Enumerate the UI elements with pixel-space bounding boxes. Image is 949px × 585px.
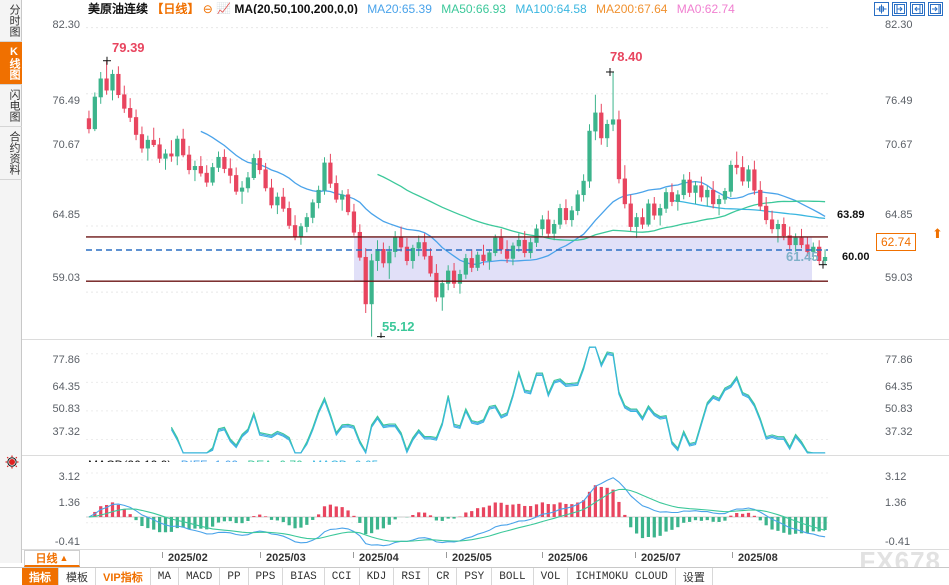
rsi-line-svg <box>86 346 828 455</box>
toolbar-item-vol[interactable]: VOL <box>534 568 569 585</box>
toolbar-item-模板[interactable]: 模板 <box>59 568 96 585</box>
toolbar-item-psy[interactable]: PSY <box>457 568 493 585</box>
toolbar-item-cr[interactable]: CR <box>429 568 458 585</box>
price-candlestick-svg <box>86 27 828 341</box>
macd-tick-left-1: 1.36 <box>58 497 80 509</box>
price-tick-right-2: 70.67 <box>885 139 913 151</box>
toolbar-item-macd[interactable]: MACD <box>179 568 221 585</box>
sidebar-item-label: 分时图 <box>8 4 20 37</box>
price-chart-plot[interactable] <box>86 14 828 341</box>
swing-low-label: 55.12 <box>382 319 415 334</box>
panel-divider-rsi <box>22 339 949 340</box>
toolbar-item-cci[interactable]: CCI <box>325 568 360 585</box>
period-selector-label: 日线 <box>35 553 58 565</box>
sidebar-item-label: 合约资料 <box>8 131 20 175</box>
symbol-name: 美原油连续 <box>88 2 149 16</box>
macd-tick-right-0: 3.12 <box>885 471 907 483</box>
rsi-tick-left-3: 37.32 <box>52 426 80 438</box>
date-axis: 2025/02 2025/03 2025/04 2025/05 2025/06 2025/… <box>22 549 949 567</box>
price-tick-right-1: 76.49 <box>885 95 913 107</box>
rsi-tick-right-0: 77.86 <box>885 354 913 366</box>
price-tick-left-1: 76.49 <box>52 95 80 107</box>
price-tick-left-4: 59.03 <box>52 272 80 284</box>
toolbar-item-设置[interactable]: 设置 <box>676 568 713 585</box>
sidebar-item-lightning[interactable]: 闪电图 <box>0 85 22 127</box>
toolbar-item-指标[interactable]: 指标 <box>22 568 59 585</box>
date-tick: 2025/04 <box>353 552 399 564</box>
toolbar-item-pp[interactable]: PP <box>220 568 249 585</box>
price-tick-left-3: 64.85 <box>52 209 80 221</box>
indicator-toolbar: 指标 模板 VIP指标 MA MACD PP PPS BIAS CCI KDJ RSI CR PSY BO… <box>0 567 949 585</box>
zoom-left-icon[interactable] <box>892 2 907 16</box>
sidebar-item-kline[interactable]: K线图 <box>0 42 22 85</box>
price-tick-left-0: 82.30 <box>52 19 80 31</box>
toolbar-item-rsi[interactable]: RSI <box>394 568 430 585</box>
toolbar-item-vip指标[interactable]: VIP指标 <box>96 568 151 585</box>
period-selector-button[interactable]: 日线 ▲ <box>24 550 80 567</box>
macd-tick-right-1: 1.36 <box>885 497 907 509</box>
sidebar-item-contract[interactable]: 合约资料 <box>0 127 22 180</box>
brightness-icon[interactable] <box>5 455 19 469</box>
price-tick-left-2: 70.67 <box>52 139 80 151</box>
main-chart-legend: 美原油连续 【日线】 ⊖ 📈 MA(20,50,100,200,0,0) MA2… <box>88 2 735 16</box>
left-sidebar: 分时图 K线图 闪电图 合约资料 <box>0 0 22 563</box>
rsi-tick-left-2: 50.83 <box>52 403 80 415</box>
macd-tick-right-2: -0.41 <box>885 536 911 548</box>
rsi-tick-left-0: 77.86 <box>52 354 80 366</box>
ma20-value: MA20:65.39 <box>367 2 432 16</box>
collapse-icon[interactable]: ⊖ <box>202 2 213 16</box>
toolbar-item-pps[interactable]: PPS <box>249 568 284 585</box>
macd-tick-left-2: -0.41 <box>54 536 80 548</box>
current-price-tag: 62.74 <box>876 233 917 251</box>
ma0-value: MA0:62.74 <box>676 2 735 16</box>
swing-high-label: 79.39 <box>112 40 145 55</box>
ma-indicator-icon[interactable]: 📈 <box>216 2 232 16</box>
macd-plot[interactable] <box>86 462 828 548</box>
price-tick-right-3: 64.85 <box>885 209 913 221</box>
date-tick: 2025/02 <box>162 552 208 564</box>
date-tick: 2025/05 <box>446 552 492 564</box>
zoom-right-icon[interactable] <box>910 2 925 16</box>
ma100-value: MA100:64.58 <box>515 2 587 16</box>
macd-histogram-svg <box>86 472 828 547</box>
chevron-up-icon: ▲ <box>59 553 69 563</box>
toolbar-item-ma[interactable]: MA <box>151 568 179 585</box>
sidebar-item-timeshare[interactable]: 分时图 <box>0 0 22 42</box>
last-price-label: 61.45 <box>786 249 819 264</box>
rsi-plot[interactable] <box>86 345 828 455</box>
rsi-tick-right-1: 64.35 <box>885 381 913 393</box>
panel-divider-macd <box>22 455 949 456</box>
ma-indicator-title: MA(20,50,100,200,0,0) <box>234 2 358 16</box>
resistance-level-label: 63.89 <box>836 209 866 221</box>
sidebar-item-label: 闪电图 <box>8 89 20 122</box>
price-tag-arrow-icon: ⬆ <box>932 226 943 241</box>
chart-toolbar <box>874 2 943 16</box>
date-tick: 2025/08 <box>732 552 778 564</box>
crosshair-icon[interactable] <box>874 2 889 16</box>
toolbar-filler <box>713 568 949 585</box>
sidebar-item-label: K线图 <box>8 46 20 80</box>
toolbar-item-boll[interactable]: BOLL <box>492 568 534 585</box>
toolbar-item-ichimoku-cloud[interactable]: ICHIMOKU CLOUD <box>568 568 676 585</box>
ma200-value: MA200:67.64 <box>596 2 668 16</box>
period-label: 【日线】 <box>151 2 200 16</box>
toolbar-item-kdj[interactable]: KDJ <box>360 568 395 585</box>
price-tick-right-4: 59.03 <box>885 272 913 284</box>
rsi-tick-right-3: 37.32 <box>885 426 913 438</box>
date-tick: 2025/07 <box>635 552 681 564</box>
secondary-high-label: 78.40 <box>610 49 643 64</box>
price-tick-right-0: 82.30 <box>885 19 913 31</box>
ma50-value: MA50:66.93 <box>441 2 506 16</box>
date-tick: 2025/03 <box>260 552 306 564</box>
date-tick: 2025/06 <box>542 552 588 564</box>
macd-tick-left-0: 3.12 <box>58 471 80 483</box>
rsi-tick-right-2: 50.83 <box>885 403 913 415</box>
rsi-tick-left-1: 64.35 <box>52 381 80 393</box>
shift-right-icon[interactable] <box>928 2 943 16</box>
support-level-label: 60.00 <box>841 251 871 263</box>
toolbar-item-bias[interactable]: BIAS <box>283 568 325 585</box>
